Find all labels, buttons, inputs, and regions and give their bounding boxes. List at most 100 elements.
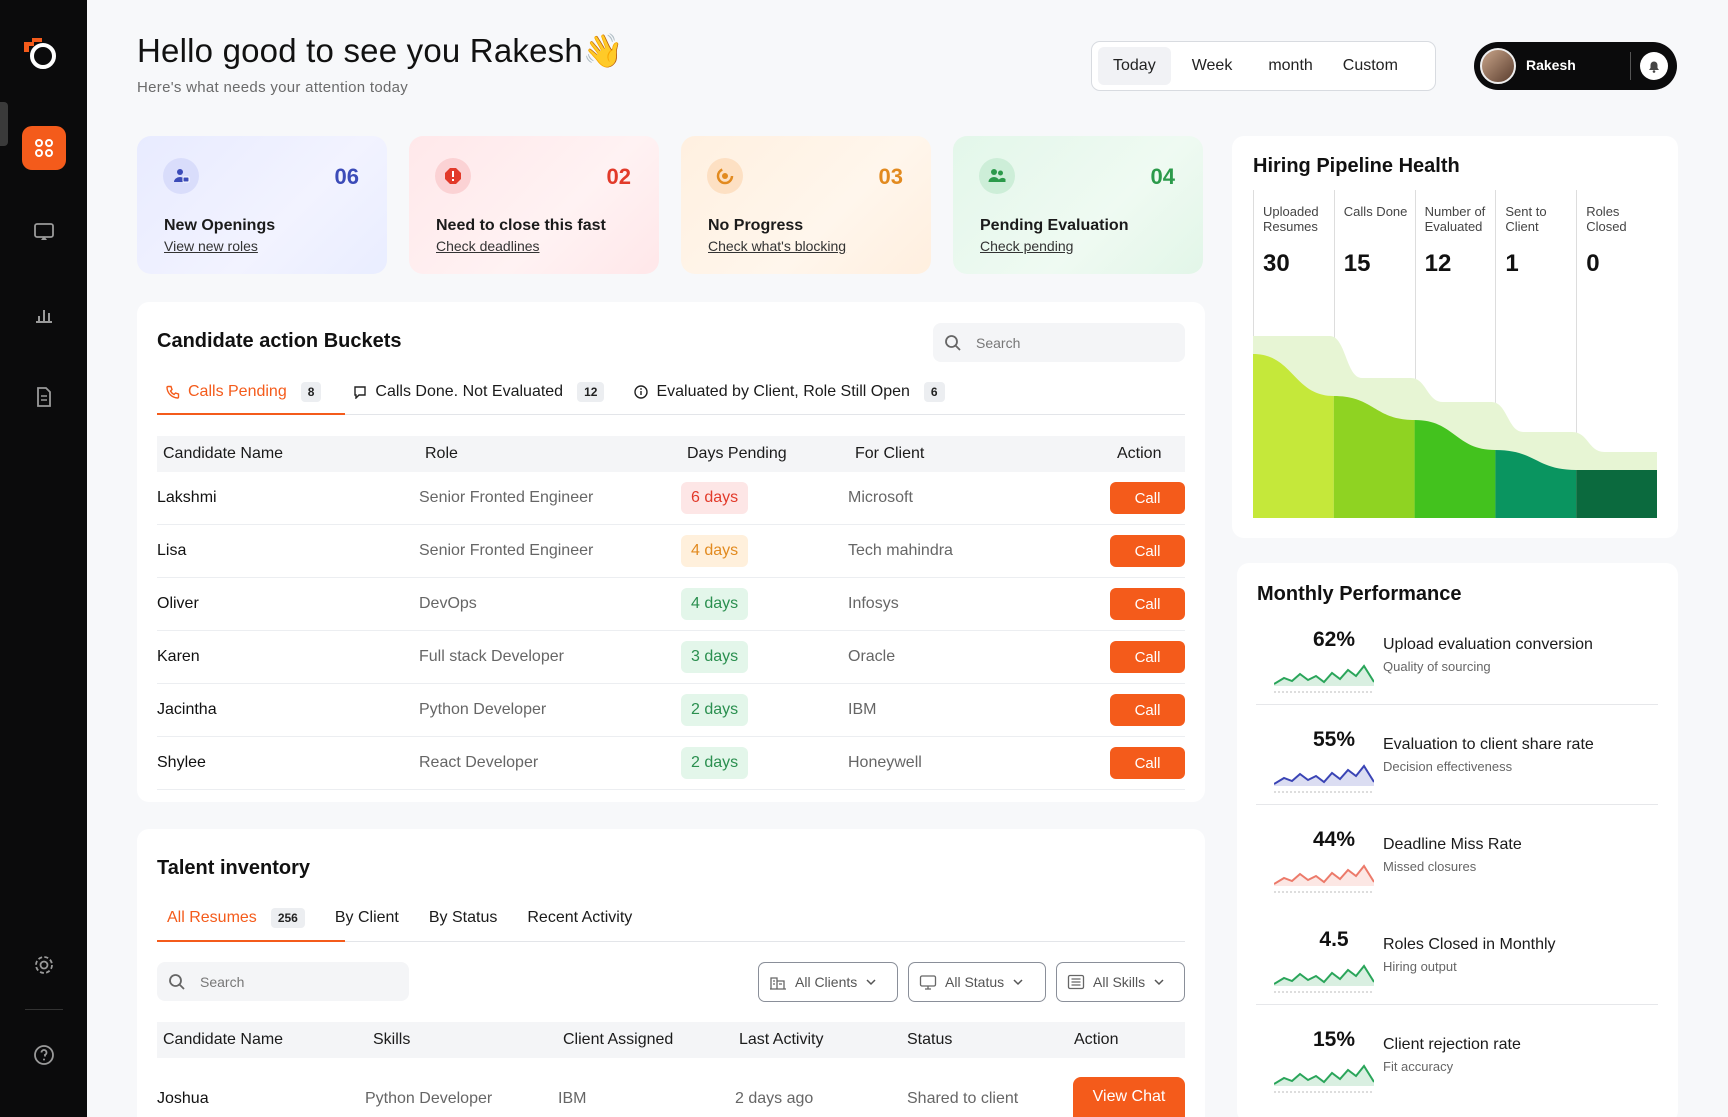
stat-count: 03 — [878, 164, 903, 189]
filter-all-skills[interactable]: All Skills — [1056, 962, 1185, 1002]
inventory-search-input[interactable]: Search — [157, 962, 409, 1001]
stage-value: 1 — [1505, 250, 1519, 277]
col-candidate-name: Candidate Name — [163, 445, 284, 462]
stat-link[interactable]: Check what's blocking — [708, 238, 847, 254]
stage-value: 15 — [1343, 250, 1371, 277]
tab-calls-done[interactable]: Calls Done. Not Evaluated 12 — [353, 372, 605, 412]
stat-link[interactable]: Check deadlines — [436, 238, 540, 254]
tab-label: Calls Pending — [188, 383, 287, 400]
candidate-role: Senior Fronted Engineer — [419, 542, 594, 559]
metric-subtitle: Decision effectiveness — [1383, 759, 1513, 774]
stat-link[interactable]: View new roles — [164, 238, 258, 254]
new-openings-icon — [163, 158, 199, 194]
table-row: Karen Full stack Developer 3 days Oracle… — [157, 631, 1185, 684]
settings-nav-button[interactable] — [22, 943, 66, 987]
candidate-status: Shared to client — [907, 1090, 1019, 1107]
metric-value: 4.5 — [1319, 928, 1349, 951]
tab-evaluated-by-client[interactable]: Evaluated by Client, Role Still Open 6 — [634, 372, 945, 412]
table-row: Oliver DevOps 4 days Infosys Call — [157, 578, 1185, 631]
stat-title: No Progress — [708, 217, 804, 234]
pipeline-stage: Number of Evaluated 12 — [1414, 190, 1496, 518]
filter-all-status[interactable]: All Status — [908, 962, 1046, 1002]
table-row: Lakshmi Senior Fronted Engineer 6 days M… — [157, 472, 1185, 525]
candidate-name: Lakshmi — [157, 489, 217, 506]
col-skills: Skills — [373, 1031, 411, 1048]
search-icon — [945, 334, 961, 351]
alert-icon — [435, 158, 471, 194]
sidebar-divider — [25, 1009, 63, 1010]
inventory-tabs: All Resumes 256 By Client By Status Rece… — [167, 898, 632, 938]
metric-value: 62% — [1312, 628, 1356, 651]
analytics-nav-button[interactable] — [22, 292, 66, 336]
metric-subtitle: Hiring output — [1383, 959, 1457, 974]
candidate-name: Joshua — [157, 1090, 209, 1107]
sidebar — [0, 0, 87, 1117]
days-pending-badge: 4 days — [681, 535, 749, 567]
tab-by-client[interactable]: By Client — [334, 909, 399, 926]
active-indicator — [0, 102, 8, 146]
candidate-name: Lisa — [157, 542, 187, 559]
call-button[interactable]: Call — [1110, 641, 1185, 673]
tab-recent-activity[interactable]: Recent Activity — [527, 909, 633, 926]
range-tab-custom[interactable]: Custom — [1342, 57, 1398, 74]
help-nav-button[interactable] — [22, 1033, 66, 1077]
page-subtitle: Here's what needs your attention today — [137, 79, 409, 96]
sparkline-chart — [1274, 664, 1374, 693]
pipeline-funnel-chart — [1253, 336, 1657, 518]
present-nav-button[interactable] — [22, 210, 66, 254]
metric-divider — [1256, 1004, 1658, 1005]
sparkline-line — [1274, 864, 1374, 885]
tab-calls-pending[interactable]: Calls Pending 8 — [166, 372, 322, 412]
metric-divider — [1256, 804, 1658, 805]
call-button[interactable]: Call — [1110, 588, 1185, 620]
view-chat-button[interactable]: View Chat — [1073, 1077, 1185, 1117]
metric-value: 15% — [1312, 1028, 1356, 1051]
days-pending-badge: 2 days — [681, 694, 749, 726]
stat-card-no-progress[interactable]: 03 No Progress Check what's blocking — [681, 136, 931, 274]
tabs-divider — [157, 941, 1185, 942]
avatar — [1480, 48, 1516, 84]
tab-all-resumes[interactable]: All Resumes 256 — [167, 898, 305, 938]
tab-label: Evaluated by Client, Role Still Open — [656, 383, 910, 400]
stat-count: 06 — [334, 164, 359, 189]
stage-label: Number of Evaluated — [1424, 204, 1486, 234]
documents-nav-button[interactable] — [22, 375, 66, 419]
days-pending-badge: 6 days — [681, 482, 749, 514]
brand-logo-icon[interactable] — [20, 36, 60, 76]
call-button[interactable]: Call — [1110, 747, 1185, 779]
call-button[interactable]: Call — [1110, 694, 1185, 726]
notifications-button[interactable] — [1640, 52, 1668, 80]
chevron-down-icon — [1013, 979, 1023, 986]
monitor-icon — [34, 223, 54, 240]
range-tab-today[interactable]: Today — [1098, 47, 1171, 85]
dashboard-nav-button[interactable] — [22, 126, 66, 170]
funnel-segment — [1333, 396, 1415, 518]
days-pending-badge: 4 days — [681, 588, 749, 620]
filter-all-clients[interactable]: All Clients — [758, 962, 898, 1002]
client-name: Honeywell — [848, 754, 922, 771]
call-button[interactable]: Call — [1110, 482, 1185, 514]
help-icon — [34, 1045, 54, 1065]
tab-by-status[interactable]: By Status — [428, 909, 498, 926]
client-name: Microsoft — [848, 489, 913, 506]
metric-value: 44% — [1312, 828, 1356, 851]
progress-icon — [707, 158, 743, 194]
user-profile[interactable]: Rakesh — [1474, 42, 1677, 90]
range-tab-week[interactable]: Week — [1191, 57, 1233, 74]
stat-card-new-openings[interactable]: 06 New Openings View new roles — [137, 136, 387, 274]
chevron-down-icon — [1154, 979, 1164, 986]
bell-icon — [1649, 61, 1659, 73]
call-button[interactable]: Call — [1110, 535, 1185, 567]
buckets-search-input[interactable]: Search — [933, 323, 1185, 362]
col-status: Status — [907, 1031, 953, 1048]
stat-card-close-fast[interactable]: 02 Need to close this fast Check deadlin… — [409, 136, 659, 274]
metric-title: Client rejection rate — [1383, 1036, 1521, 1053]
metric-subtitle: Missed closures — [1383, 859, 1477, 874]
sparkline-line — [1274, 664, 1374, 685]
stat-card-pending-evaluation[interactable]: 04 Pending Evaluation Check pending — [953, 136, 1203, 274]
performance-metric: 62% Upload evaluation conversion Quality… — [1256, 628, 1658, 728]
sparkline-line — [1274, 964, 1374, 985]
range-tab-month[interactable]: month — [1268, 57, 1313, 74]
info-icon — [634, 385, 649, 399]
stat-link[interactable]: Check pending — [980, 238, 1074, 254]
